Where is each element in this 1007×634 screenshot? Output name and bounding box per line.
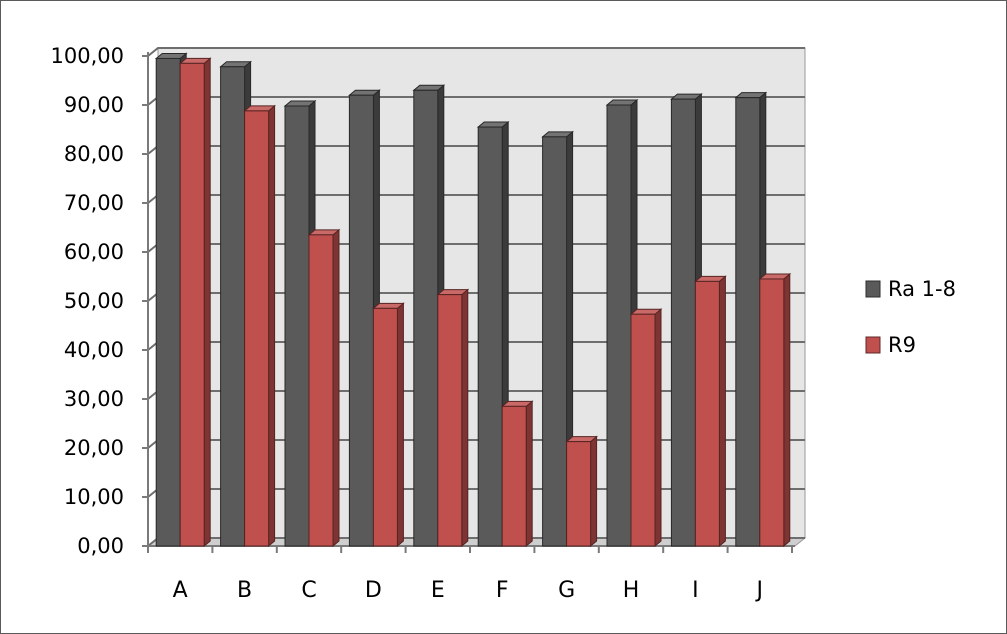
y-tick-label: 70,00 bbox=[64, 191, 124, 215]
y-tick-label: 40,00 bbox=[64, 338, 124, 362]
gridline bbox=[147, 47, 805, 57]
x-category-label: G bbox=[558, 578, 575, 603]
legend-swatch bbox=[865, 280, 881, 298]
bar-r9 bbox=[178, 57, 212, 548]
y-tick-label: 30,00 bbox=[64, 387, 124, 411]
legend-label: R9 bbox=[888, 333, 916, 357]
x-category-label: A bbox=[173, 578, 188, 603]
x-category-label: E bbox=[431, 578, 445, 603]
y-tick-label: 60,00 bbox=[64, 240, 124, 264]
bar-r9 bbox=[243, 104, 276, 548]
y-tick-label: 0,00 bbox=[77, 534, 124, 558]
bar-r9 bbox=[565, 435, 598, 548]
x-category-label: F bbox=[496, 578, 509, 603]
y-tick-label: 50,00 bbox=[64, 289, 124, 313]
bar-r9 bbox=[372, 302, 405, 548]
x-category-label: B bbox=[237, 578, 252, 603]
bar-r9 bbox=[307, 228, 341, 548]
x-category-label: H bbox=[623, 578, 640, 603]
bar-r9 bbox=[694, 275, 727, 548]
y-axis-ticks: 0,00 10,00 20,00 30,00 40,00 50,00 60,00 70,00 8… bbox=[51, 44, 124, 558]
x-axis-categories: A B C D E F G H I J bbox=[173, 578, 763, 603]
legend-swatch bbox=[865, 336, 881, 354]
y-tick-label: 20,00 bbox=[64, 436, 124, 460]
legend-label: Ra 1-8 bbox=[888, 277, 956, 301]
legend: Ra 1-8 R9 bbox=[865, 277, 956, 357]
y-tick-label: 80,00 bbox=[64, 142, 124, 166]
bar-r9 bbox=[629, 308, 663, 548]
y-tick-label: 10,00 bbox=[64, 485, 124, 509]
bar-r9 bbox=[436, 288, 470, 548]
bars bbox=[154, 52, 792, 548]
y-tick-label: 100,00 bbox=[51, 44, 124, 68]
x-category-label: I bbox=[692, 578, 699, 603]
y-tick-label: 90,00 bbox=[64, 93, 124, 117]
x-category-label: D bbox=[365, 578, 382, 603]
x-category-label: C bbox=[301, 578, 316, 603]
bar-r9 bbox=[758, 272, 792, 548]
x-category-label: J bbox=[755, 578, 764, 603]
bar-r9 bbox=[500, 400, 534, 548]
